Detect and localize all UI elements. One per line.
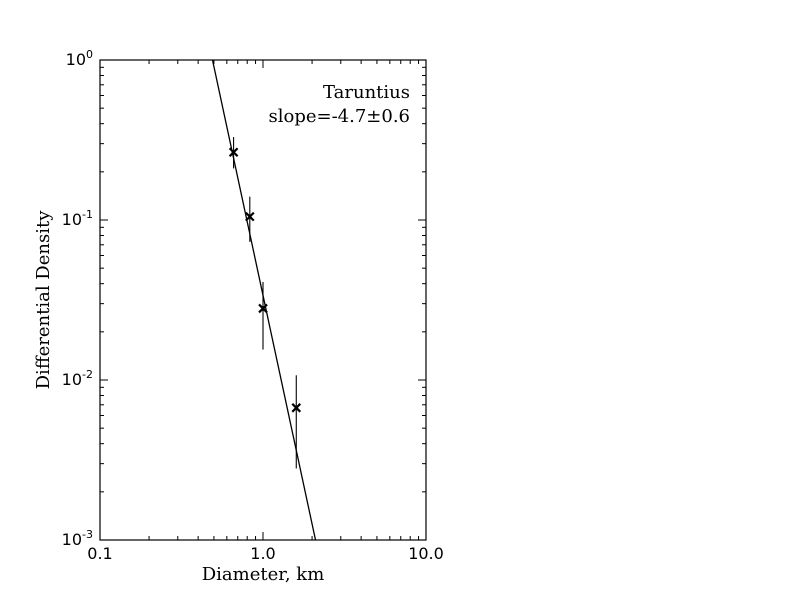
data-points-group [228,137,302,469]
x-tick-label: 10.0 [408,544,444,563]
y-tick-label: 10-3 [62,528,93,549]
marker-stroke [258,303,268,314]
x-tick-labels: 0.1 1.0 10.0 [87,544,444,563]
data-point-marker [258,303,268,314]
y-axis-label: Differential Density [33,210,54,390]
fit-line [211,59,317,541]
x-tick-label: 0.1 [87,544,112,563]
y-tick-label: 10-2 [62,368,93,389]
data-point-marker [245,211,255,222]
marker-stroke [228,147,239,158]
y-tick-label: 10-1 [62,208,93,229]
marker-stroke [291,403,302,413]
x-axis-label: Diameter, km [202,564,325,585]
data-point-marker [228,147,239,158]
y-tick-labels: 10-3 10-2 10-1 100 [62,48,93,549]
axis-ticks [99,59,427,541]
y-tick-label: 100 [66,48,93,69]
x-tick-label: 1.0 [250,544,275,563]
plot-frame [99,59,427,541]
annotation-slope: slope=-4.7±0.6 [268,106,410,127]
fit-line-group [211,59,317,541]
annotation-crater-name: Taruntius [323,82,410,103]
marker-stroke [245,211,255,222]
data-point-marker [291,403,302,413]
